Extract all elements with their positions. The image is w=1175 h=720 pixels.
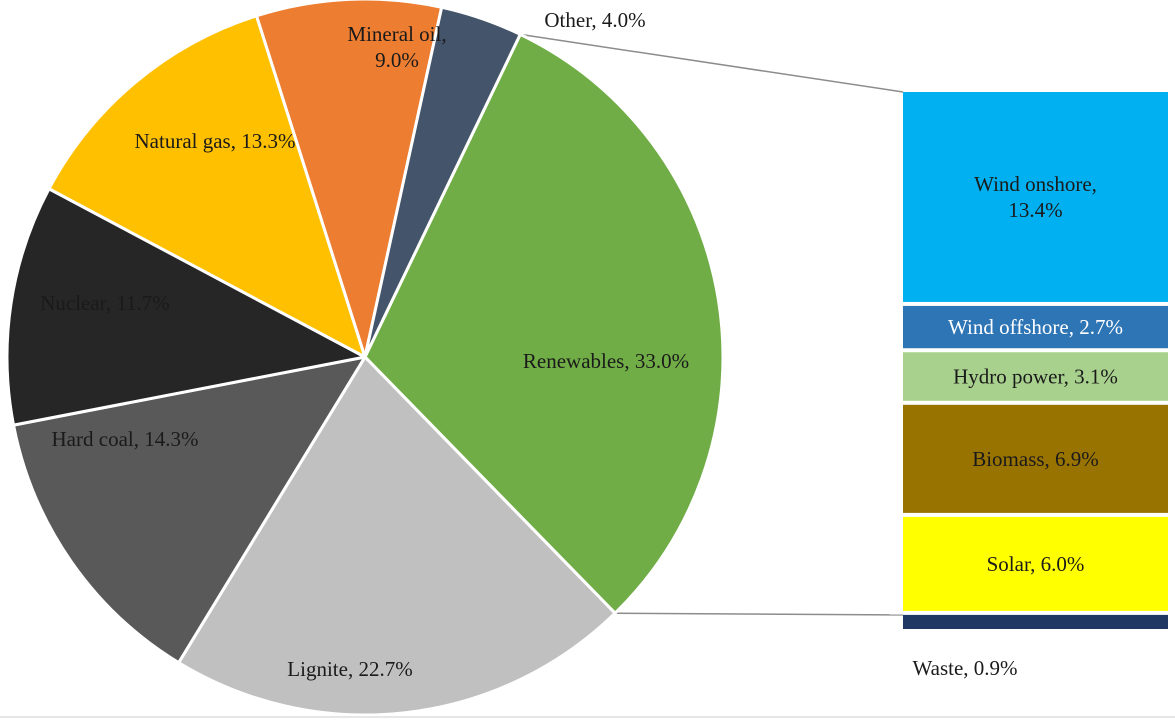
label-waste: Waste, 0.9% [912,656,1017,680]
segment-hydro-power [903,352,1168,401]
label-mineral-oil: Mineral oil, 9.0% [347,22,446,72]
label-biomass: Biomass, 6.9% [972,447,1099,471]
pie-slices [5,0,725,717]
data-labels: Renewables, 33.0% Lignite, 22.7% Hard coal… [40,8,1123,681]
label-other: Other, 4.0% [544,8,645,32]
connector-line-bottom [615,612,904,616]
label-hydro-power: Hydro power, 3.1% [953,365,1118,389]
label-wind-onshore: Wind onshore, 13.4% [974,172,1097,222]
slice-nuclear [5,187,367,427]
slice-hard-coal [12,355,367,665]
slice-natural-gas [47,14,367,359]
label-hard-coal: Hard coal, 14.3% [52,427,199,451]
label-wind-offshore: Wind offshore, 2.7% [948,315,1123,339]
slice-renewables [363,32,725,615]
slice-lignite [177,355,617,717]
segment-solar [903,516,1168,611]
segment-wind-onshore [903,92,1168,302]
segment-biomass [903,404,1168,513]
label-lignite: Lignite, 22.7% [287,657,412,681]
segment-waste [903,614,1168,629]
segment-wind-offshore [903,305,1168,349]
connector-line-top [520,33,904,93]
label-nuclear: Nuclear, 11.7% [40,291,170,315]
slice-other [363,5,522,359]
label-renewables: Renewables, 33.0% [523,349,689,373]
bottom-divider [0,716,1175,718]
label-solar: Solar, 6.0% [987,552,1085,576]
slice-mineral-oil [255,0,444,359]
label-natural-gas: Natural gas, 13.3% [135,129,296,153]
breakdown-bar [903,92,1168,629]
connector-lines [520,33,904,616]
